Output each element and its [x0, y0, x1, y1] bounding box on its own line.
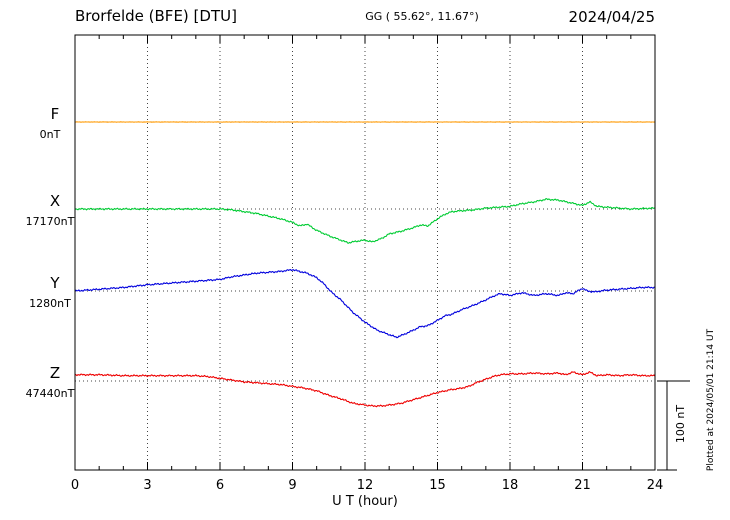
x-tick-label: 21 [574, 478, 591, 493]
x-tick-label: 15 [429, 478, 446, 493]
component-value-X: 17170nT [26, 215, 75, 228]
plot-frame [74, 34, 656, 471]
trace-X [74, 198, 656, 244]
component-value-F: 0nT [40, 128, 61, 141]
station-title: Brorfelde (BFE) [DTU] [75, 7, 237, 25]
component-label-F: F [51, 105, 60, 123]
x-axis-title: U T (hour) [332, 494, 398, 509]
component-value-Y: 1280nT [29, 297, 71, 310]
x-tick-label: 24 [647, 478, 664, 493]
scale-bar-label: 100 nT [674, 405, 687, 443]
x-tick-label: 12 [357, 478, 374, 493]
x-tick-label: 0 [71, 478, 79, 493]
plotted-at-note: Plotted at 2024/05/01 21:14 UT [706, 328, 716, 471]
component-label-X: X [50, 192, 60, 210]
component-label-Y: Y [49, 274, 60, 292]
trace-Y [74, 269, 655, 339]
component-label-Z: Z [50, 364, 60, 382]
x-tick-label: 18 [502, 478, 519, 493]
date-label: 2024/04/25 [569, 8, 655, 26]
x-tick-label: 3 [143, 478, 151, 493]
gg-coordinates: GG ( 55.62°, 11.67°) [365, 10, 479, 23]
component-value-Z: 47440nT [26, 387, 75, 400]
trace-Z [74, 371, 656, 408]
x-tick-label: 6 [216, 478, 224, 493]
x-tick-label: 9 [288, 478, 296, 493]
chart-generated-layer: 0 3 6 9 12 15 18 21 24 F 0nT X 17170nT Y 1280nT Z 47440n… [26, 34, 690, 493]
